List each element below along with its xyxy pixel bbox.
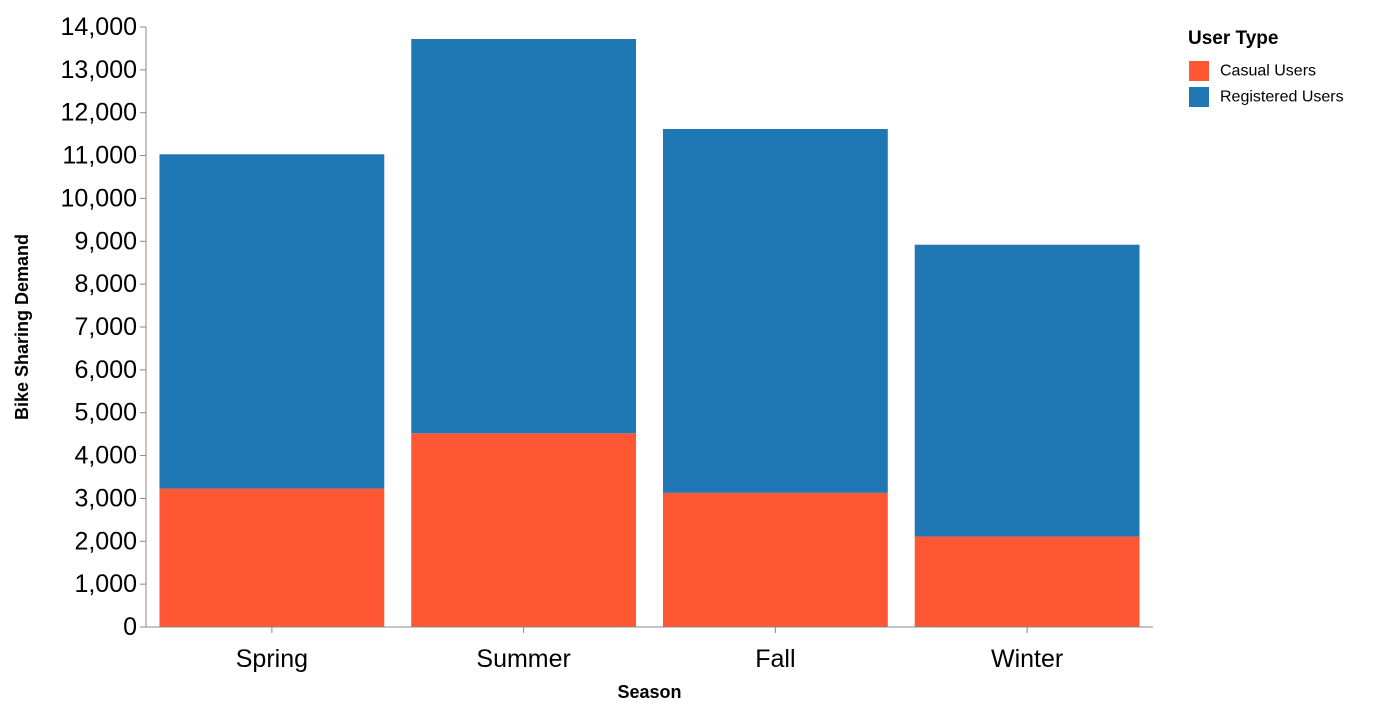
x-axis: Spring Summer Fall Winter [146, 627, 1153, 673]
bar-fall-casual-users [663, 493, 888, 627]
y-tick-label: 14,000 [61, 13, 137, 41]
x-tick-label: Fall [755, 645, 795, 673]
bar-winter-registered-users [915, 245, 1140, 537]
bar-fall-registered-users [663, 129, 888, 493]
legend-swatch-casual-users [1189, 61, 1209, 81]
y-tick-label: 0 [123, 613, 137, 641]
bar-spring-casual-users [159, 489, 384, 627]
legend-label-casual-users: Casual Users [1220, 63, 1316, 80]
y-tick-label: 1,000 [74, 570, 137, 598]
bar-winter-casual-users [915, 537, 1140, 627]
legend-label-registered-users: Registered Users [1220, 89, 1344, 106]
y-tick-label: 13,000 [61, 56, 137, 84]
x-tick-label: Winter [991, 645, 1063, 673]
bar-spring-registered-users [159, 154, 384, 488]
y-tick-label: 2,000 [74, 527, 137, 555]
bar-summer-casual-users [411, 433, 636, 627]
legend-swatch-registered-users [1189, 87, 1209, 107]
y-tick-label: 4,000 [74, 442, 137, 470]
bars-layer [159, 39, 1139, 627]
y-tick-label: 10,000 [61, 184, 137, 212]
y-tick-label: 8,000 [74, 270, 137, 298]
y-tick-label: 5,000 [74, 399, 137, 427]
y-tick-label: 9,000 [74, 227, 137, 255]
y-axis-title: Bike Sharing Demand [12, 234, 32, 420]
y-tick-label: 12,000 [61, 99, 137, 127]
y-tick-label: 7,000 [74, 313, 137, 341]
x-axis-title: Season [617, 682, 681, 702]
x-tick-label: Summer [476, 645, 570, 673]
x-tick-label: Spring [236, 645, 308, 673]
y-tick-label: 11,000 [62, 142, 137, 170]
legend: User Type Casual Users Registered Users [1188, 28, 1344, 107]
y-tick-label: 3,000 [74, 484, 137, 512]
legend-title: User Type [1188, 28, 1278, 49]
y-axis: 0 1,000 2,000 3,000 4,000 5,000 6,000 7,000 8,00… [61, 13, 146, 641]
y-tick-label: 6,000 [74, 356, 137, 384]
bar-summer-registered-users [411, 39, 636, 433]
